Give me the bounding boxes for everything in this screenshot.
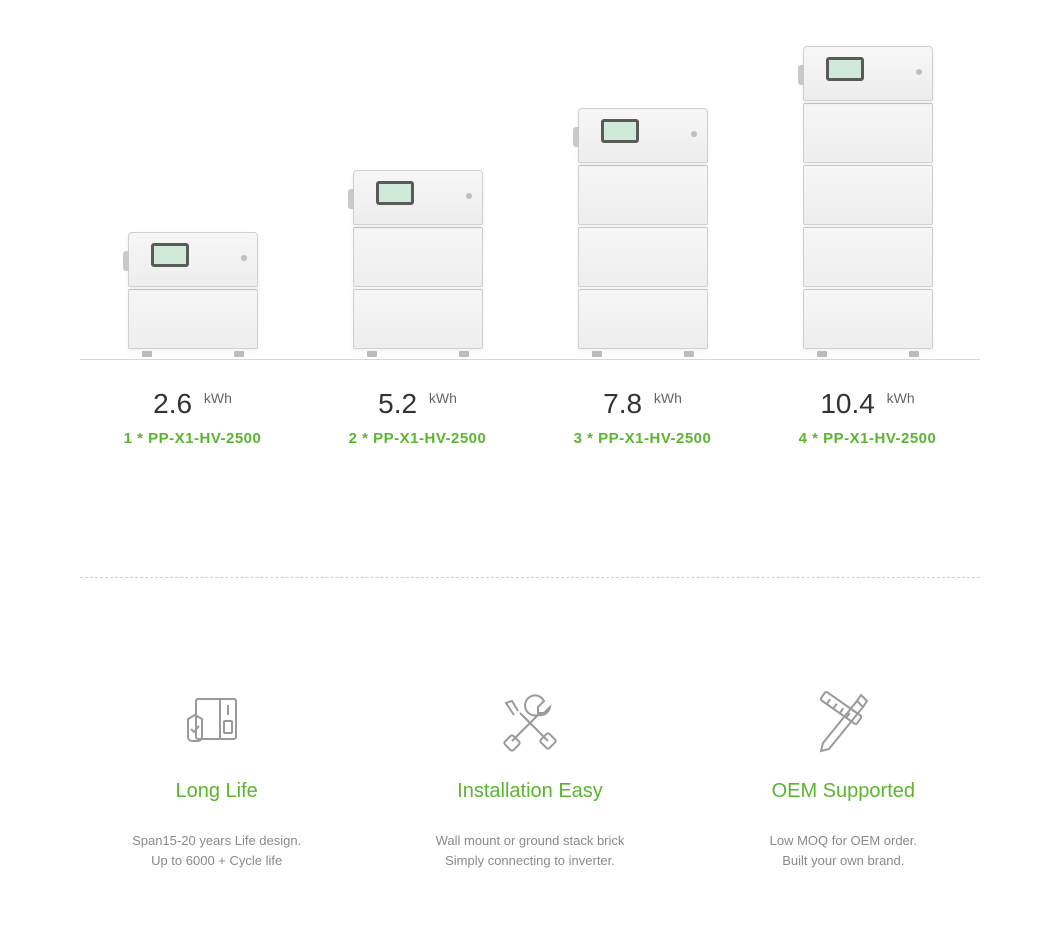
battery-stack-1 — [128, 232, 258, 359]
feature-title: OEM Supported — [703, 780, 983, 803]
feature-desc: Low MOQ for OEM order. Built your own br… — [703, 831, 983, 870]
capacity-value: 10.4 kWh — [768, 388, 968, 420]
stack-col-3 — [578, 50, 708, 359]
product-lineup-section: 2.6 kWh 1 * PP-X1-HV-2500 5.2 kWh 2 * PP… — [0, 0, 1060, 487]
capacity-value: 2.6 kWh — [93, 388, 293, 420]
indicator-dot — [691, 131, 697, 137]
product-label-4: 10.4 kWh 4 * PP-X1-HV-2500 — [768, 388, 968, 447]
product-label-2: 5.2 kWh 2 * PP-X1-HV-2500 — [318, 388, 518, 447]
stack-col-4 — [803, 50, 933, 359]
battery-module — [578, 227, 708, 287]
battery-module — [128, 289, 258, 349]
display-screen-icon — [376, 181, 414, 205]
feature-oem: OEM Supported Low MOQ for OEM order. Bui… — [703, 688, 983, 870]
stack-col-1 — [128, 50, 258, 359]
model-label: 4 * PP-X1-HV-2500 — [768, 430, 968, 447]
tools-icon — [390, 688, 670, 758]
battery-module — [353, 227, 483, 287]
stack-feet — [578, 351, 708, 359]
feature-desc-line: Wall mount or ground stack brick — [390, 831, 670, 851]
battery-module — [803, 289, 933, 349]
capacity-unit: kWh — [429, 390, 457, 406]
capacity-number: 2.6 — [153, 388, 192, 419]
model-label: 1 * PP-X1-HV-2500 — [93, 430, 293, 447]
feature-desc-line: Span15-20 years Life design. — [77, 831, 357, 851]
product-label-1: 2.6 kWh 1 * PP-X1-HV-2500 — [93, 388, 293, 447]
capacity-number: 7.8 — [603, 388, 642, 419]
battery-stack-4 — [803, 46, 933, 359]
feature-desc-line: Built your own brand. — [703, 851, 983, 871]
design-tools-icon — [703, 688, 983, 758]
feature-long-life: Long Life Span15-20 years Life design. U… — [77, 688, 357, 870]
battery-stack-3 — [578, 108, 708, 359]
battery-module — [578, 289, 708, 349]
feature-desc-line: Up to 6000 + Cycle life — [77, 851, 357, 871]
control-unit — [353, 170, 483, 225]
product-label-3: 7.8 kWh 3 * PP-X1-HV-2500 — [543, 388, 743, 447]
battery-module — [803, 227, 933, 287]
display-screen-icon — [826, 57, 864, 81]
stack-feet — [128, 351, 258, 359]
battery-module — [578, 165, 708, 225]
capacity-value: 5.2 kWh — [318, 388, 518, 420]
capacity-value: 7.8 kWh — [543, 388, 743, 420]
feature-desc-line: Low MOQ for OEM order. — [703, 831, 983, 851]
model-label: 3 * PP-X1-HV-2500 — [543, 430, 743, 447]
battery-module — [803, 103, 933, 163]
indicator-dot — [466, 193, 472, 199]
control-unit — [803, 46, 933, 101]
control-unit — [128, 232, 258, 287]
capacity-unit: kWh — [654, 390, 682, 406]
feature-desc: Wall mount or ground stack brick Simply … — [390, 831, 670, 870]
feature-installation: Installation Easy Wall mount or ground s… — [390, 688, 670, 870]
stack-feet — [803, 351, 933, 359]
feature-title: Long Life — [77, 780, 357, 803]
feature-desc: Span15-20 years Life design. Up to 6000 … — [77, 831, 357, 870]
capacity-unit: kWh — [887, 390, 915, 406]
stacks-row — [80, 50, 980, 360]
battery-module — [353, 289, 483, 349]
indicator-dot — [241, 255, 247, 261]
features-row: Long Life Span15-20 years Life design. U… — [0, 578, 1060, 950]
control-unit — [578, 108, 708, 163]
long-life-icon — [77, 688, 357, 758]
display-screen-icon — [601, 119, 639, 143]
battery-module — [803, 165, 933, 225]
capacity-number: 5.2 — [378, 388, 417, 419]
display-screen-icon — [151, 243, 189, 267]
capacity-number: 10.4 — [820, 388, 875, 419]
model-label: 2 * PP-X1-HV-2500 — [318, 430, 518, 447]
capacity-unit: kWh — [204, 390, 232, 406]
indicator-dot — [916, 69, 922, 75]
battery-stack-2 — [353, 170, 483, 359]
feature-desc-line: Simply connecting to inverter. — [390, 851, 670, 871]
feature-title: Installation Easy — [390, 780, 670, 803]
stack-col-2 — [353, 50, 483, 359]
stack-feet — [353, 351, 483, 359]
labels-row: 2.6 kWh 1 * PP-X1-HV-2500 5.2 kWh 2 * PP… — [80, 388, 980, 447]
